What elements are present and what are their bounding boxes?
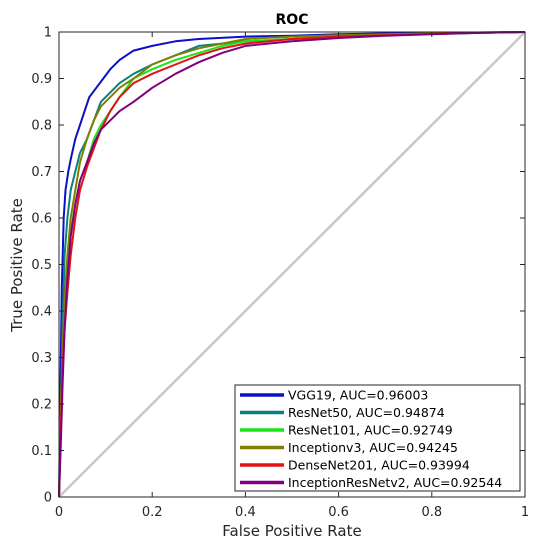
legend-label-5: InceptionResNetv2, AUC=0.92544 [288,475,502,490]
legend-label-2: ResNet101, AUC=0.92749 [288,423,453,438]
legend-label-1: ResNet50, AUC=0.94874 [288,405,445,420]
x-tick-label: 0 [55,505,63,520]
x-tick-label: 0.8 [421,505,442,520]
x-tick-label: 0.4 [235,505,256,520]
y-tick-label: 0.1 [31,444,52,459]
legend-label-0: VGG19, AUC=0.96003 [288,388,428,403]
series-line-5 [58,31,526,498]
y-tick-label: 0.2 [31,398,52,413]
legend-label-4: DenseNet201, AUC=0.93994 [288,458,470,473]
y-tick-label: 0.3 [31,351,52,366]
y-tick-label: 0.4 [31,305,52,320]
y-tick-label: 0 [44,491,52,506]
y-tick-label: 1 [44,26,52,41]
y-tick-label: 0.6 [31,212,52,227]
legend-box [234,384,521,492]
y-tick-label: 0.9 [31,72,52,87]
diagonal-layer [58,31,526,498]
legend-items: VGG19, AUC=0.96003 ResNet50, AUC=0.94874 R… [240,388,502,490]
x-tick-label: 0.6 [328,505,349,520]
chance-diagonal-line [58,31,526,498]
x-ticks: 0 0.2 0.4 0.6 0.8 1 [55,32,529,520]
x-axis-label: False Positive Rate [222,522,361,540]
y-axis-label: True Positive Rate [8,198,26,333]
legend-label-3: Inceptionv3, AUC=0.94245 [288,440,458,455]
y-tick-label: 0.5 [31,258,52,273]
x-tick-label: 0.2 [142,505,163,520]
y-tick-label: 0.7 [31,165,52,180]
plot-area: 0 0.2 0.4 0.6 0.8 1 0 0.1 0.2 0.3 0.4 0.5 0.6 0.7 0.8… [31,26,529,521]
chart-title: ROC [276,12,309,28]
x-tick-label: 1 [521,505,529,520]
legend: VGG19, AUC=0.96003 ResNet50, AUC=0.94874 R… [234,384,521,492]
y-tick-label: 0.8 [31,119,52,134]
y-ticks: 0 0.1 0.2 0.3 0.4 0.5 0.6 0.7 0.8 0.9 1 [31,26,525,506]
